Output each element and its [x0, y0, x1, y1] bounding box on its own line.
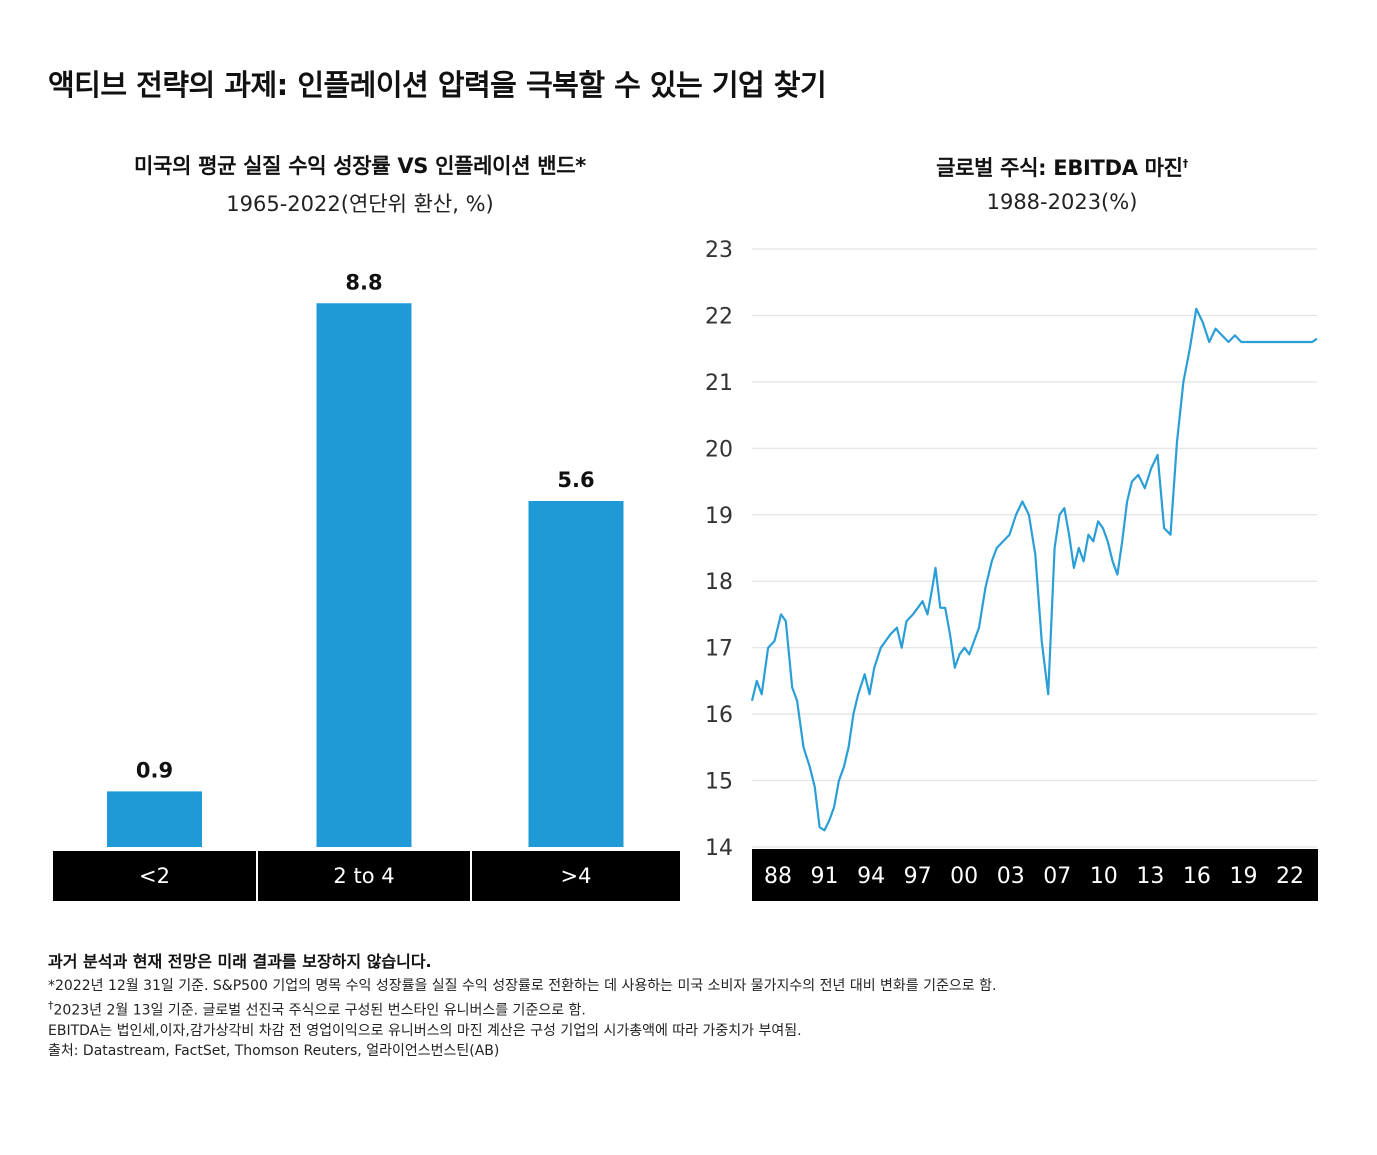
y-tick-label: 23 — [705, 238, 733, 263]
bar — [316, 303, 412, 847]
x-axis-band — [258, 851, 470, 901]
source-note: 출처: Datastream, FactSet, Thomson Reuters… — [48, 1042, 500, 1059]
y-tick-label: 15 — [705, 770, 733, 795]
bar-chart-subtitle: 1965-2022(연단위 환산, %) — [226, 192, 494, 216]
x-tick-label: 19 — [1229, 864, 1257, 889]
x-tick-label: 91 — [811, 864, 839, 889]
footnote-2-text: 2023년 2월 13일 기준. 글로벌 선진국 주식으로 구성된 번스타인 유… — [53, 1002, 586, 1019]
x-tick-label: 88 — [764, 864, 792, 889]
x-tick-label: 97 — [904, 864, 932, 889]
x-tick-label: 2 to 4 — [333, 864, 394, 888]
bar-value-label: 5.6 — [557, 468, 594, 492]
footnote-1: *2022년 12월 31일 기준. S&P500 기업의 명목 수익 성장률을… — [48, 978, 997, 994]
dagger-mark: † — [1182, 157, 1189, 170]
bar-value-label: 8.8 — [345, 270, 382, 294]
line-chart-title-text: 글로벌 주식: EBITDA 마진 — [936, 156, 1183, 180]
x-tick-label: <2 — [139, 864, 170, 888]
x-tick-label: 94 — [857, 864, 885, 889]
y-tick-label: 20 — [705, 437, 733, 462]
footnote-2-mark: † — [48, 999, 54, 1012]
line-chart-title: 글로벌 주식: EBITDA 마진† — [752, 152, 1372, 182]
bar — [528, 500, 624, 847]
x-tick-label: 07 — [1043, 864, 1071, 889]
x-tick-label: 03 — [997, 864, 1025, 889]
x-tick-label: >4 — [561, 864, 592, 888]
y-tick-label: 14 — [705, 836, 733, 861]
x-axis-band — [472, 851, 680, 901]
bar — [107, 791, 202, 847]
x-tick-label: 10 — [1090, 864, 1118, 889]
y-tick-label: 22 — [705, 304, 733, 329]
page-title: 액티브 전략의 과제: 인플레이션 압력을 극복할 수 있는 기업 찾기 — [48, 68, 827, 102]
footnote-3: EBITDA는 법인세,이자,감가상각비 차감 전 영업이익으로 유니버스의 마… — [48, 1022, 802, 1039]
bar-value-label: 0.9 — [136, 758, 173, 782]
x-axis-band — [53, 851, 256, 901]
ebitda-margin-line — [750, 307, 1318, 832]
y-tick-label: 19 — [705, 504, 733, 529]
x-tick-label: 22 — [1276, 864, 1304, 889]
x-axis-band — [752, 849, 1318, 901]
x-tick-label: 13 — [1136, 864, 1164, 889]
x-tick-label: 00 — [950, 864, 978, 889]
y-tick-label: 21 — [705, 371, 733, 396]
y-tick-label: 16 — [705, 703, 733, 728]
line-chart-subtitle: 1988-2023(%) — [986, 190, 1138, 214]
disclaimer: 과거 분석과 현재 전망은 미래 결과를 보장하지 않습니다. — [48, 952, 432, 971]
y-tick-label: 18 — [705, 570, 733, 595]
footer-notes: 과거 분석과 현재 전망은 미래 결과를 보장하지 않습니다. *2022년 1… — [48, 948, 1338, 1061]
bar-chart-title: 미국의 평균 실질 수익 성장률 VS 인플레이션 밴드* — [134, 154, 586, 178]
footnote-2: †2023년 2월 13일 기준. 글로벌 선진국 주식으로 구성된 번스타인 … — [48, 996, 1338, 1021]
y-tick-label: 17 — [705, 637, 733, 662]
x-tick-label: 16 — [1183, 864, 1211, 889]
